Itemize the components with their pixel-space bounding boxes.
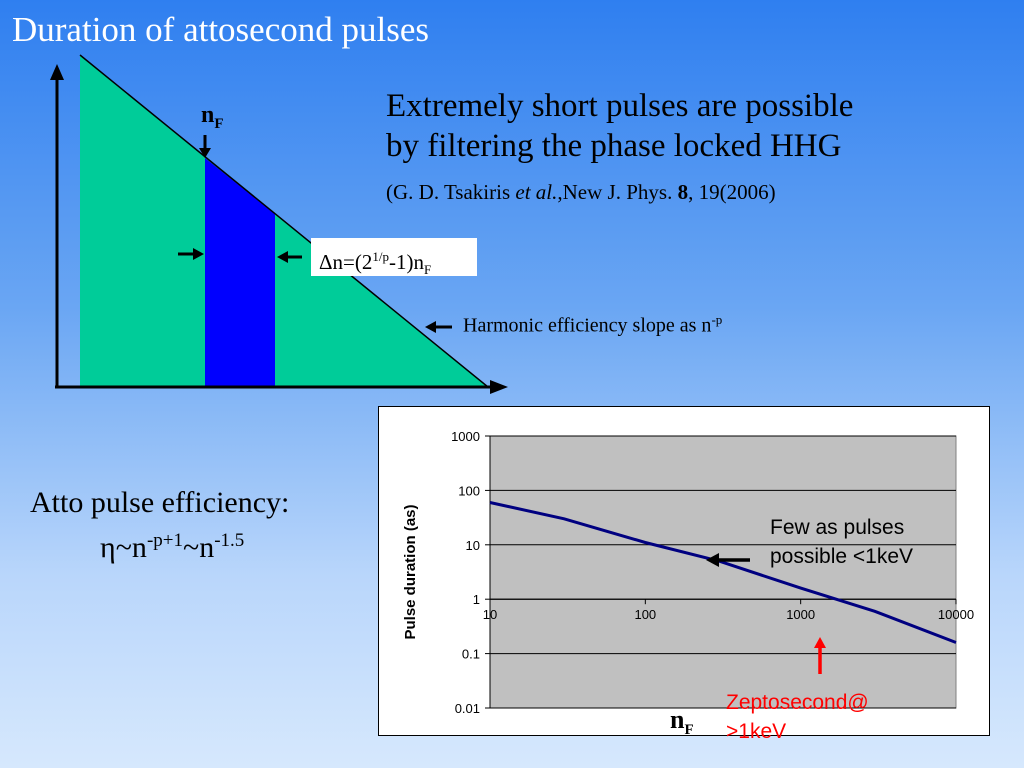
slide-title: Duration of attosecond pulses	[12, 10, 429, 49]
left-width-arrowhead	[193, 248, 204, 260]
y-axis-arrowhead	[50, 64, 64, 80]
y-tick-label: 100	[458, 483, 480, 498]
citation: (G. D. Tsakiris et al.,New J. Phys. 8, 1…	[386, 180, 776, 204]
efficiency-title: Atto pulse efficiency:	[30, 486, 290, 519]
few-as-pulses-label: Few as pulses possible <1keV	[770, 516, 914, 568]
efficiency-formula: η~n-p+1~n-1.5	[100, 530, 245, 564]
triangle-hypotenuse	[79, 54, 489, 388]
slope-label: Harmonic efficiency slope as n-p	[463, 312, 723, 337]
y-axis-label: Pulse duration (as)	[402, 504, 419, 639]
y-tick-label: 0.1	[462, 647, 480, 662]
right-width-arrowhead	[277, 251, 288, 263]
nf-arrowhead	[199, 148, 211, 158]
few-pulses-arrowhead	[706, 553, 719, 567]
main-statement: Extremely short pulses are possible by f…	[386, 86, 1006, 166]
x-tick-label: 1000	[786, 607, 815, 622]
chart-nf-label: nF	[670, 705, 694, 739]
x-tick-label: 100	[634, 607, 656, 622]
main-statement-line-1: Extremely short pulses are possible	[386, 88, 854, 124]
zeptosecond-arrowhead	[814, 637, 826, 648]
x-axis-arrowhead	[490, 380, 508, 394]
filter-band	[205, 158, 275, 387]
x-tick-label: 10	[483, 607, 497, 622]
filter-diagram	[50, 54, 508, 394]
y-tick-label: 0.01	[455, 701, 480, 716]
main-statement-line-2: by filtering the phase locked HHG	[386, 128, 842, 164]
x-tick-label: 10000	[938, 607, 974, 622]
y-tick-label: 1	[473, 592, 480, 607]
zeptosecond-label: Zeptosecond@ >1keV	[726, 691, 869, 743]
nf-label: nF	[201, 102, 224, 132]
y-tick-label: 1000	[451, 429, 480, 444]
bandwidth-formula-box: Δn=(21/p-1)nF	[311, 238, 477, 277]
slope-arrowhead	[425, 321, 436, 333]
y-tick-label: 10	[466, 538, 480, 553]
